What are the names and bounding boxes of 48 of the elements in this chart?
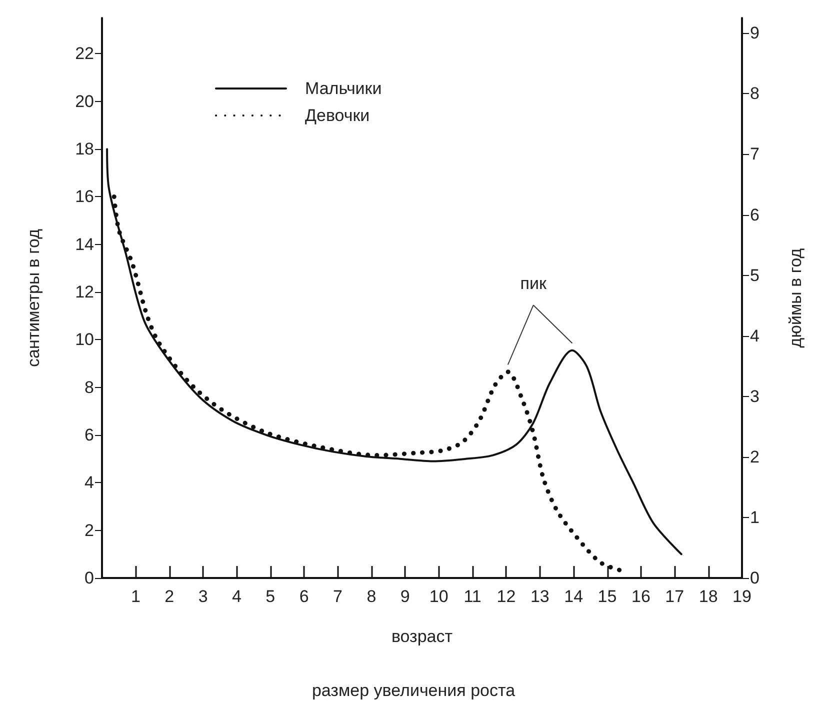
y-axis-title: сантиметры в год	[24, 228, 43, 367]
x-tick-label: 5	[266, 587, 276, 606]
y2-tick-label: 0	[750, 568, 760, 588]
y2-tick-label: 4	[750, 326, 760, 346]
x-tick-label: 15	[598, 587, 617, 606]
x-axis-title: возраст	[391, 627, 453, 646]
y-tick-label: 12	[75, 282, 94, 302]
y2-tick-label: 8	[750, 84, 760, 104]
y-tick-label: 16	[75, 187, 94, 206]
y-tick-label: 20	[75, 92, 94, 111]
legend-label: Девочки	[305, 106, 370, 125]
x-tick-label: 19	[732, 587, 752, 606]
x-tick-label: 1	[130, 587, 140, 606]
y2-tick-label: 5	[750, 266, 760, 285]
y2-tick-label: 3	[750, 386, 760, 406]
y2-tick-label: 6	[750, 205, 760, 224]
text: размер увеличения роста	[312, 681, 516, 700]
x-tick-label: 17	[665, 587, 684, 606]
legend-label: Мальчики	[305, 79, 382, 98]
x-tick-label: 14	[564, 587, 584, 606]
x-tick-label: 11	[464, 587, 482, 606]
x-tick-label: 8	[366, 587, 376, 606]
y-tick-label: 14	[75, 234, 94, 254]
x-tick-label: 2	[164, 587, 174, 606]
y-tick-label: 10	[75, 330, 94, 350]
y-tick-label: 0	[84, 568, 94, 588]
annotation: пик	[520, 274, 547, 294]
y-tick-label: 6	[84, 426, 94, 445]
y2-tick-label: 9	[750, 24, 760, 43]
x-tick-label: 13	[530, 587, 550, 606]
y-tick-label: 2	[84, 520, 94, 540]
y2-axis-title: дюймы в год	[786, 248, 805, 348]
x-tick-label: 12	[496, 587, 516, 606]
x-tick-label: 10	[429, 587, 448, 606]
x-tick-label: 7	[333, 587, 343, 606]
y-tick-label: 18	[75, 140, 94, 159]
x-tick-label: 6	[299, 587, 309, 606]
x-tick-label: 16	[631, 587, 650, 606]
x-tick-label: 3	[198, 587, 208, 606]
y-tick-label: 8	[84, 378, 94, 397]
y2-tick-label: 2	[750, 447, 760, 466]
y2-tick-label: 7	[750, 144, 760, 164]
x-tick-label: 9	[400, 587, 410, 606]
x-tick-label: 18	[698, 587, 718, 606]
y-tick-label: 22	[75, 44, 94, 64]
y2-tick-label: 1	[750, 508, 760, 527]
x-tick-label: 4	[232, 587, 242, 606]
y-tick-label: 4	[84, 473, 94, 492]
